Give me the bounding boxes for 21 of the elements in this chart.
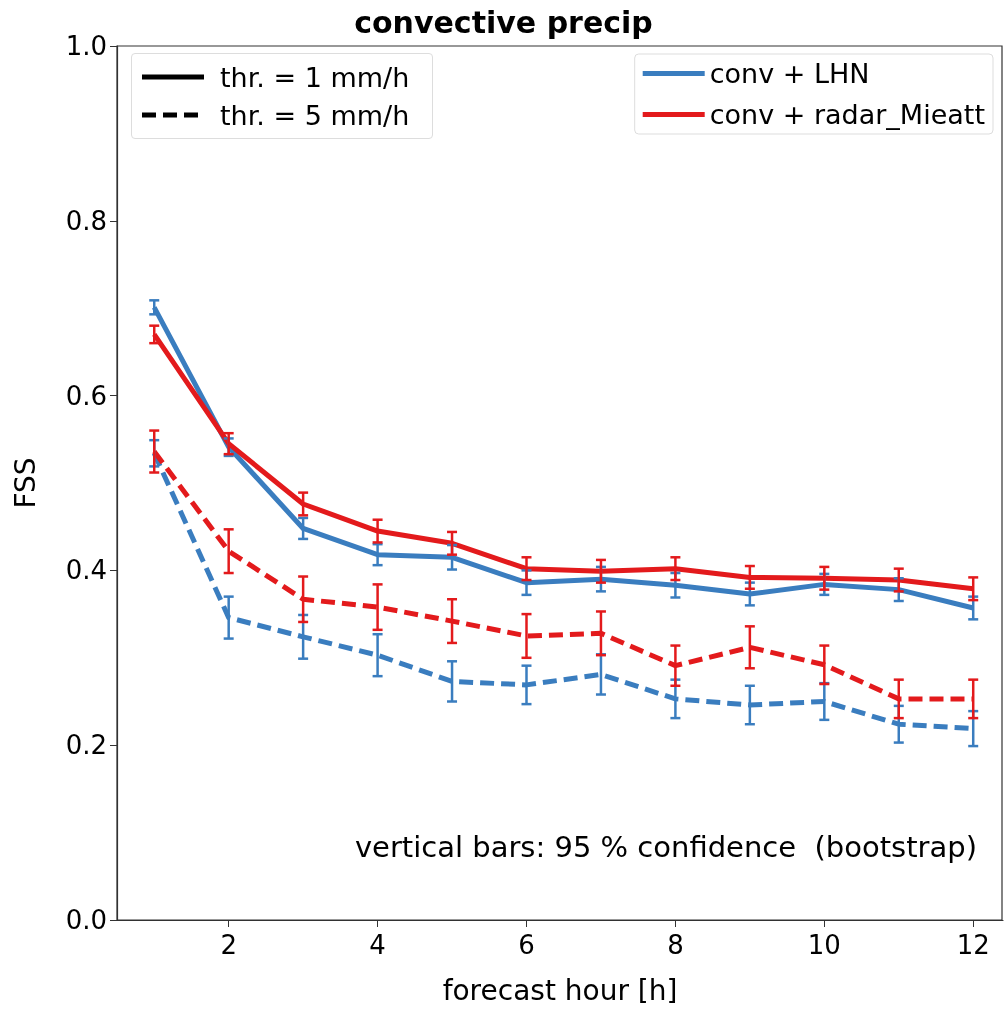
x-tick-label: 12: [956, 930, 990, 960]
x-tick-label: 6: [518, 930, 535, 960]
legend-label: conv + radar_Mieatt: [709, 99, 986, 130]
y-tick-label: 0.2: [65, 730, 107, 761]
y-tick-label: 0.4: [65, 555, 107, 586]
key-box: thr. = 1 mm/h thr. = 5 mm/h: [131, 53, 433, 139]
x-axis-title: forecast hour [h]: [442, 973, 678, 1007]
chart-title: convective precip: [354, 4, 653, 40]
y-axis-title: FSS: [8, 457, 42, 509]
x-tick-label: 4: [369, 930, 386, 960]
annotation: thr. = 1 mm/h: [220, 61, 410, 93]
x-tick-label: 10: [807, 930, 841, 960]
annotation: vertical bars: 95 % confidence (bootstrap): [354, 829, 978, 864]
x-tick-label: 8: [667, 930, 684, 960]
legend-label: conv + LHN: [709, 58, 870, 89]
y-tick-label: 0.8: [65, 205, 107, 236]
y-tick-label: 0.6: [65, 380, 107, 411]
annotation: thr. = 5 mm/h: [220, 99, 410, 131]
y-tick-label: 1.0: [65, 31, 107, 61]
y-tick-label: 0.0: [65, 905, 107, 935]
x-tick-label: 2: [220, 930, 237, 960]
